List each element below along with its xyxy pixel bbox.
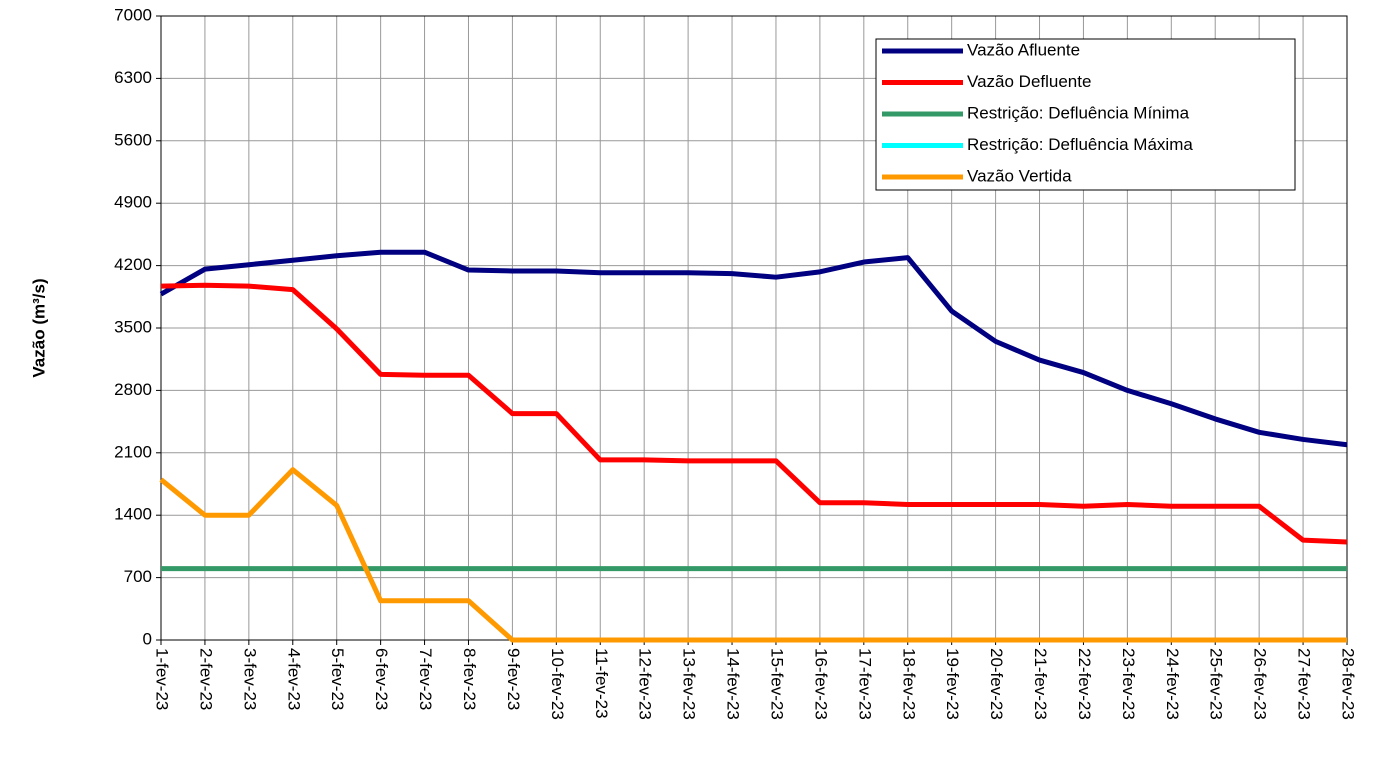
x-tick-label: 8-fev-23 (460, 648, 479, 710)
y-axis-label: Vazão (m³/s) (29, 278, 48, 377)
series-line (160, 282, 1348, 545)
x-tick-label: 18-fev-23 (899, 648, 918, 720)
legend-label: Vazão Vertida (967, 166, 1072, 185)
y-tick-label: 5600 (114, 130, 152, 149)
series-line (159, 249, 1348, 448)
x-tick-label: 20-fev-23 (987, 648, 1006, 720)
x-tick-label: 7-fev-23 (416, 648, 435, 710)
y-tick-label: 6300 (114, 68, 152, 87)
x-tick-label: 13-fev-23 (680, 648, 699, 720)
legend-label: Restrição: Defluência Máxima (967, 135, 1193, 154)
x-tick-label: 16-fev-23 (811, 648, 830, 720)
y-tick-label: 700 (124, 567, 152, 586)
y-tick-label: 3500 (114, 317, 152, 336)
y-tick-label: 2800 (114, 380, 152, 399)
x-tick-label: 19-fev-23 (943, 648, 962, 720)
x-tick-label: 6-fev-23 (372, 648, 391, 710)
x-tick-label: 25-fev-23 (1207, 648, 1226, 720)
x-tick-label: 2-fev-23 (196, 648, 215, 710)
x-tick-label: 28-fev-23 (1339, 648, 1358, 720)
y-tick-label: 1400 (114, 505, 152, 524)
legend-label: Restrição: Defluência Mínima (967, 103, 1190, 122)
x-tick-label: 11-fev-23 (592, 648, 611, 719)
y-tick-label: 4900 (114, 193, 152, 212)
x-tick-label: 10-fev-23 (548, 648, 567, 720)
y-tick-label: 2100 (114, 442, 152, 461)
series-line (159, 467, 1347, 643)
y-tick-label: 4200 (114, 255, 152, 274)
x-tick-label: 24-fev-23 (1163, 648, 1182, 720)
x-tick-label: 14-fev-23 (724, 648, 743, 720)
x-tick-label: 27-fev-23 (1295, 648, 1314, 720)
x-tick-label: 1-fev-23 (153, 648, 172, 710)
x-tick-label: 9-fev-23 (504, 648, 523, 710)
legend-label: Vazão Defluente (967, 72, 1091, 91)
x-tick-label: 4-fev-23 (284, 648, 303, 710)
y-tick-label: 0 (143, 629, 152, 648)
x-tick-label: 22-fev-23 (1075, 648, 1094, 720)
x-tick-label: 5-fev-23 (328, 648, 347, 710)
x-tick-label: 23-fev-23 (1119, 648, 1138, 720)
x-tick-label: 26-fev-23 (1251, 648, 1270, 720)
x-tick-label: 12-fev-23 (636, 648, 655, 720)
x-tick-label: 15-fev-23 (767, 648, 786, 720)
x-tick-label: 3-fev-23 (240, 648, 259, 710)
y-tick-label: 7000 (114, 5, 152, 24)
x-tick-label: 17-fev-23 (855, 648, 874, 720)
x-tick-label: 21-fev-23 (1031, 648, 1050, 720)
legend-label: Vazão Afluente (967, 40, 1080, 59)
